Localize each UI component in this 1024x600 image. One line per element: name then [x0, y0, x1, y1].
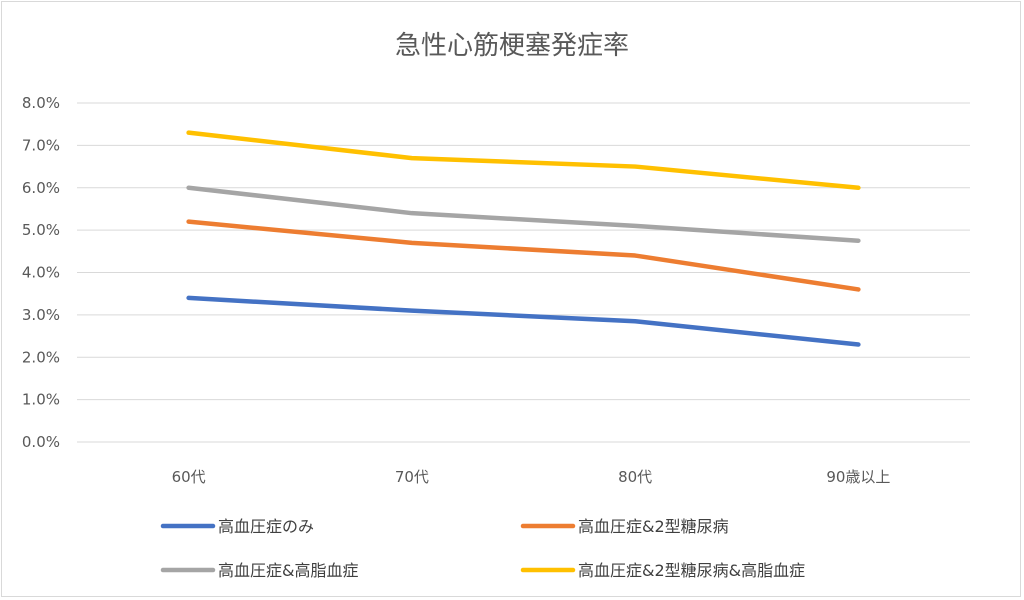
x-axis-ticks: 60代 70代 80代 90歳以上 [172, 468, 891, 486]
series-line-2 [186, 219, 861, 292]
legend-item: 高血圧症&2型糖尿病 [520, 517, 729, 536]
y-tick-label: 5.0% [22, 221, 60, 239]
legend-label: 高血圧症&高脂血症 [218, 561, 358, 580]
legend-label: 高血圧症&2型糖尿病&高脂血症 [578, 561, 805, 580]
legend-label: 高血圧症&2型糖尿病 [578, 517, 729, 536]
legend-item: 高血圧症のみ [160, 517, 314, 536]
legend-item: 高血圧症&高脂血症 [160, 561, 358, 580]
x-tick-label: 80代 [618, 468, 652, 486]
y-tick-label: 6.0% [22, 179, 60, 197]
y-tick-label: 8.0% [22, 94, 60, 112]
y-tick-label: 7.0% [22, 136, 60, 154]
y-tick-label: 1.0% [22, 391, 60, 409]
x-tick-label: 60代 [172, 468, 206, 486]
series-line-4 [186, 130, 861, 190]
y-tick-label: 0.0% [22, 433, 60, 451]
chart-title: 急性心筋梗塞発症率 [395, 31, 629, 61]
gridlines [77, 102, 970, 443]
legend-label: 高血圧症のみ [218, 517, 314, 536]
series-line-3 [186, 185, 861, 243]
series-lines [186, 130, 861, 347]
y-tick-label: 2.0% [22, 348, 60, 366]
y-tick-label: 4.0% [22, 264, 60, 282]
series-line-1 [186, 295, 861, 347]
y-tick-label: 3.0% [22, 306, 60, 324]
y-axis-ticks: 0.0% 1.0% 2.0% 3.0% 4.0% 5.0% 6.0% 7.0% 8.0% [22, 94, 60, 451]
legend-item: 高血圧症&2型糖尿病&高脂血症 [520, 561, 805, 580]
x-tick-label: 70代 [395, 468, 429, 486]
x-tick-label: 90歳以上 [826, 468, 890, 486]
